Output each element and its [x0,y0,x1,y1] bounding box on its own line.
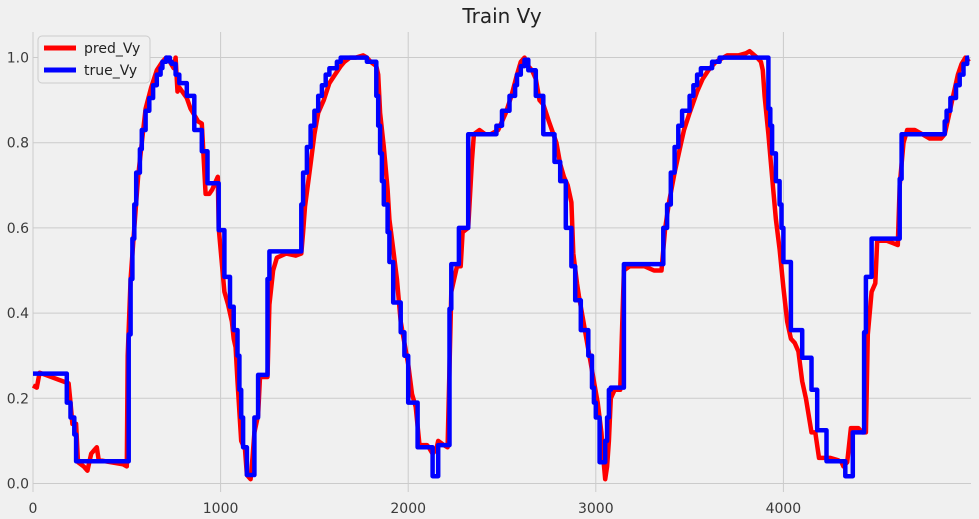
x-tick-label: 3000 [578,501,614,517]
x-tick-label: 1000 [203,501,239,517]
y-tick-label: 0.4 [7,306,29,322]
series-line-pred-vy [31,48,971,482]
x-tick-label: 2000 [390,501,426,517]
legend-label-true: true_Vy [84,63,137,79]
legend: pred_Vy true_Vy [37,35,151,84]
series-line-true-vy [33,55,970,479]
y-tick-label: 1.0 [7,51,29,67]
y-tick-label: 0.2 [7,391,29,407]
tick-labels: 0 1000 2000 3000 4000 0.0 0.2 0.4 0.6 0.8 1.0 [7,51,801,517]
x-tick-label: 4000 [766,501,802,517]
y-tick-label: 0.6 [7,221,29,237]
plot-background [33,32,971,492]
x-tick-label: 0 [29,501,38,517]
chart-title: Train Vy [461,4,541,28]
legend-label-pred: pred_Vy [84,41,140,57]
series-lines [31,48,971,482]
y-tick-label: 0.0 [7,476,29,492]
y-tick-label: 0.8 [7,136,29,152]
